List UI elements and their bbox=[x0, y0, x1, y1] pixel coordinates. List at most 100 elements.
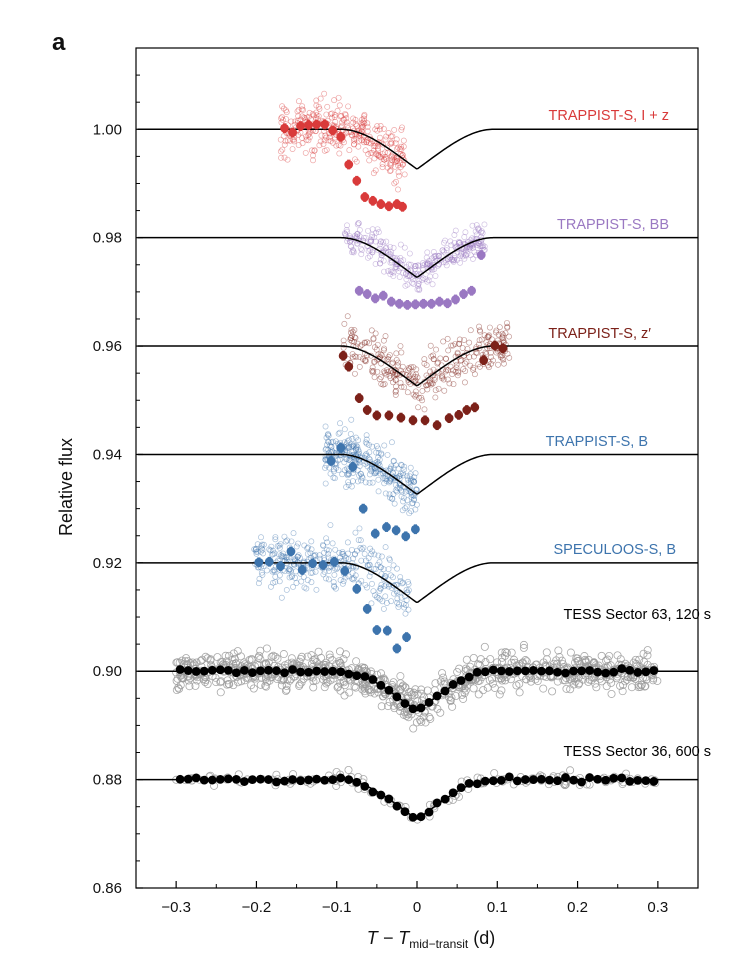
raw-point bbox=[354, 231, 361, 238]
raw-point bbox=[445, 347, 452, 354]
raw-point bbox=[412, 377, 419, 384]
raw-point bbox=[278, 553, 285, 560]
raw-point bbox=[432, 253, 439, 260]
raw-point bbox=[341, 467, 348, 474]
raw-point bbox=[374, 127, 381, 134]
raw-point bbox=[345, 456, 352, 463]
raw-point bbox=[282, 538, 289, 545]
raw-point bbox=[397, 160, 404, 167]
raw-point bbox=[345, 481, 352, 488]
raw-point bbox=[437, 257, 444, 264]
binned-point bbox=[272, 666, 281, 676]
raw-point bbox=[351, 353, 358, 360]
raw-point bbox=[462, 229, 469, 236]
raw-point bbox=[426, 257, 433, 264]
raw-point bbox=[357, 545, 364, 551]
raw-point bbox=[387, 375, 394, 382]
raw-point bbox=[578, 675, 587, 684]
raw-point bbox=[329, 438, 336, 445]
raw-point bbox=[365, 555, 372, 561]
raw-point bbox=[266, 546, 273, 553]
raw-point bbox=[488, 360, 494, 367]
raw-point bbox=[497, 686, 506, 695]
y-tick-label: 0.94 bbox=[93, 446, 122, 463]
raw-point bbox=[448, 342, 455, 349]
binned-point bbox=[304, 667, 314, 677]
raw-point bbox=[313, 102, 320, 109]
binned-points-series-6 bbox=[175, 772, 659, 822]
raw-point bbox=[256, 575, 263, 582]
raw-point bbox=[358, 122, 365, 129]
raw-point bbox=[477, 242, 484, 249]
raw-point bbox=[259, 541, 266, 548]
raw-point bbox=[351, 550, 358, 557]
raw-point bbox=[315, 103, 322, 110]
raw-point bbox=[562, 684, 571, 693]
raw-point bbox=[304, 550, 311, 557]
binned-point bbox=[496, 776, 506, 785]
raw-point bbox=[303, 136, 310, 143]
raw-point bbox=[462, 247, 469, 254]
raw-point bbox=[475, 361, 482, 368]
binned-point bbox=[338, 351, 348, 361]
raw-point bbox=[389, 157, 396, 163]
raw-point bbox=[533, 677, 542, 686]
raw-point bbox=[172, 686, 181, 695]
raw-point bbox=[390, 562, 397, 569]
raw-point bbox=[329, 110, 335, 117]
binned-point bbox=[391, 525, 401, 535]
raw-point bbox=[234, 678, 243, 687]
raw-point bbox=[458, 249, 465, 256]
raw-point bbox=[433, 704, 442, 713]
binned-point bbox=[480, 776, 490, 786]
raw-point bbox=[356, 233, 363, 240]
binned-point bbox=[561, 773, 570, 782]
series-label: TRAPPIST-S, z′ bbox=[548, 326, 651, 342]
raw-point bbox=[380, 605, 387, 612]
raw-point bbox=[341, 459, 348, 466]
raw-point bbox=[412, 718, 421, 727]
binned-point bbox=[394, 299, 404, 309]
raw-point bbox=[474, 690, 483, 699]
raw-point bbox=[455, 369, 462, 376]
raw-point bbox=[374, 147, 381, 154]
raw-point bbox=[403, 586, 410, 593]
raw-point bbox=[392, 376, 399, 383]
raw-point bbox=[327, 111, 334, 117]
raw-point bbox=[401, 494, 407, 501]
raw-point bbox=[424, 249, 431, 256]
raw-point bbox=[423, 382, 430, 389]
raw-point bbox=[365, 455, 372, 462]
raw-point bbox=[323, 445, 330, 452]
raw-point bbox=[413, 487, 420, 494]
raw-point bbox=[331, 97, 338, 104]
raw-point bbox=[268, 543, 275, 550]
binned-point bbox=[336, 773, 346, 783]
raw-point bbox=[376, 456, 383, 463]
raw-point bbox=[392, 391, 399, 398]
raw-point bbox=[278, 594, 285, 601]
raw-point bbox=[504, 350, 511, 357]
binned-point bbox=[384, 794, 394, 804]
raw-point bbox=[424, 278, 431, 285]
raw-point bbox=[395, 162, 401, 169]
raw-point bbox=[405, 261, 412, 268]
raw-point bbox=[387, 243, 394, 250]
raw-point bbox=[381, 368, 388, 375]
raw-point bbox=[441, 387, 448, 394]
binned-point bbox=[191, 667, 201, 676]
raw-point bbox=[643, 651, 652, 660]
raw-point bbox=[375, 460, 382, 466]
raw-point bbox=[395, 144, 402, 151]
raw-point bbox=[387, 271, 394, 278]
raw-point bbox=[322, 132, 329, 139]
raw-point bbox=[404, 473, 411, 480]
raw-point bbox=[311, 147, 318, 154]
raw-point bbox=[459, 345, 466, 352]
raw-point bbox=[267, 652, 276, 661]
binned-point bbox=[362, 405, 372, 415]
raw-point bbox=[395, 261, 402, 268]
raw-point bbox=[225, 680, 234, 689]
raw-point bbox=[203, 654, 212, 663]
raw-point bbox=[401, 683, 410, 692]
